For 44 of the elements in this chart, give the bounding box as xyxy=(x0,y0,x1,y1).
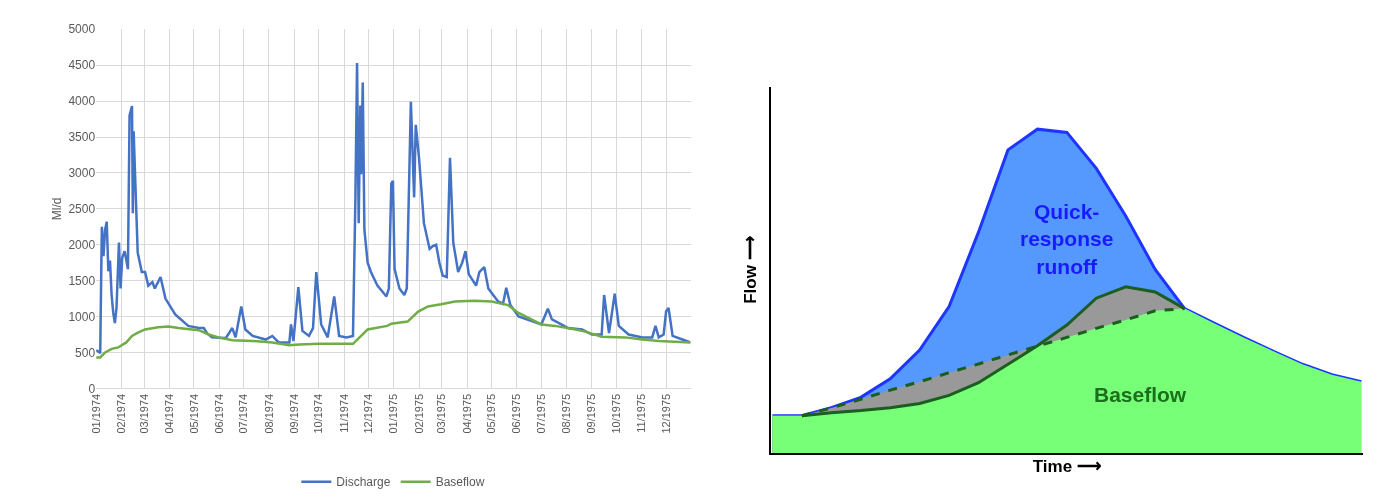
y-tick-label: 3500 xyxy=(68,130,96,145)
y-tick-label: 2500 xyxy=(68,202,96,217)
legend-label: Baseflow xyxy=(435,475,485,490)
x-tick-label: 09/1974 xyxy=(287,393,300,434)
y-tick-label: 2000 xyxy=(68,237,96,252)
legend-label: Discharge xyxy=(336,475,391,490)
y-tick-label: 4500 xyxy=(68,58,96,73)
x-tick-label: 08/1975 xyxy=(560,393,573,434)
x-tick-label: 09/1975 xyxy=(585,393,598,434)
x-tick-label: 11/1975 xyxy=(635,393,648,433)
x-tick-label: 04/1974 xyxy=(163,393,176,434)
x-tick-label: 03/1974 xyxy=(137,393,150,434)
y-tick-label: 1000 xyxy=(68,309,96,324)
x-tick-label: 04/1975 xyxy=(460,393,473,434)
y-tick-label: 5000 xyxy=(68,22,96,37)
line-series xyxy=(96,299,691,359)
x-tick-label: 12/1975 xyxy=(659,393,672,434)
y-axis-title: Ml/d xyxy=(49,197,64,221)
y-tick-label: 1500 xyxy=(68,273,96,288)
x-axis-title: Time ⟶ xyxy=(1032,456,1101,476)
y-tick-label: 500 xyxy=(75,345,96,360)
x-tick-label: 06/1975 xyxy=(510,393,523,434)
annotation: Quick- response runoff xyxy=(1020,200,1114,278)
x-tick-label: 10/1975 xyxy=(609,393,622,434)
x-tick-label: 05/1974 xyxy=(187,393,200,434)
x-tick-label: 12/1974 xyxy=(362,393,375,434)
y-tick-label: 0 xyxy=(88,381,96,396)
x-tick-label: 03/1975 xyxy=(435,393,448,434)
y-axis-title: Flow ⟶ xyxy=(741,236,760,304)
x-tick-label: 01/1974 xyxy=(89,393,102,434)
x-tick-label: 06/1974 xyxy=(212,393,225,434)
x-tick-label: 07/1974 xyxy=(237,393,250,434)
x-tick-label: 05/1975 xyxy=(485,393,498,434)
x-tick-label: 08/1974 xyxy=(262,393,275,434)
x-tick-label: 01/1975 xyxy=(387,393,400,434)
y-tick-label: 3000 xyxy=(68,166,96,181)
x-tick-label: 10/1974 xyxy=(312,393,325,434)
y-tick-label: 4000 xyxy=(68,94,96,109)
line-series xyxy=(96,61,691,355)
annotation: Baseflow xyxy=(1094,383,1187,406)
x-tick-label: 11/1974 xyxy=(337,393,350,433)
x-tick-label: 07/1975 xyxy=(534,393,547,434)
x-tick-label: 02/1974 xyxy=(114,393,127,434)
x-tick-label: 02/1975 xyxy=(412,393,425,434)
